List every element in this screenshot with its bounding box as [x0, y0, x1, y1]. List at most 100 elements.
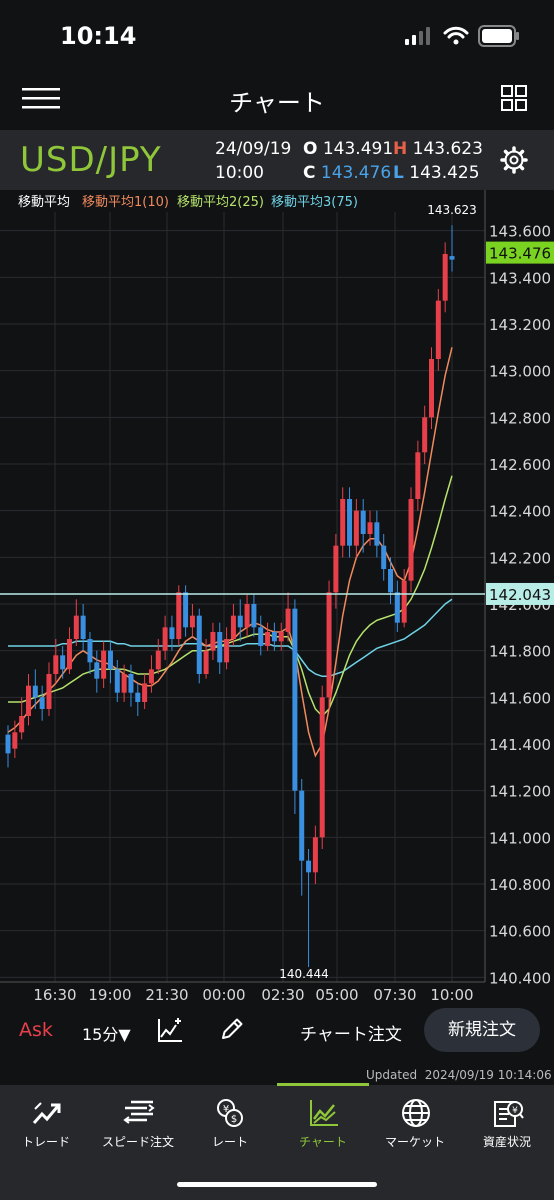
y-tick-label: 141.600	[489, 689, 551, 707]
candle-body	[442, 254, 448, 301]
grid-layout-icon[interactable]	[501, 85, 527, 111]
legend-ma3: 移動平均3(75)	[271, 195, 358, 210]
candle-body	[224, 639, 230, 663]
candle-body	[169, 627, 175, 639]
candle-body	[326, 592, 332, 698]
candle-body	[12, 732, 18, 749]
candle-body	[230, 615, 236, 639]
candle-body	[278, 632, 284, 642]
candle-body	[107, 650, 113, 670]
candle-body	[312, 837, 318, 873]
candle-body	[162, 627, 168, 651]
quote-bar: USD/JPY 24/09/19 10:00 O 143.491 H 143.6…	[0, 130, 554, 190]
nav-bar: チャート	[0, 75, 554, 130]
y-tick-label: 141.400	[489, 736, 551, 754]
y-tick-label: 143.000	[489, 363, 551, 381]
current-price-label: 143.476	[489, 245, 551, 263]
ask-toggle[interactable]: Ask	[19, 1019, 53, 1041]
candle-body	[265, 632, 271, 646]
battery-icon	[478, 25, 519, 47]
candle-body	[258, 627, 264, 646]
indicator-add-icon[interactable]	[156, 1016, 184, 1044]
y-tick-label: 140.800	[489, 876, 551, 894]
legend-ma2: 移動平均2(25)	[177, 195, 264, 210]
open-price: O 143.491	[303, 139, 394, 159]
candle-body	[53, 655, 59, 674]
candle-body	[319, 697, 325, 838]
svg-text:$: $	[231, 1114, 237, 1125]
candle-body	[408, 499, 414, 581]
crosshair-price-tag	[486, 582, 554, 605]
x-tick-label: 10:00	[430, 986, 473, 1004]
candle-body	[189, 615, 195, 628]
candle-body	[148, 669, 154, 684]
candle-body	[183, 592, 189, 628]
candle-body	[94, 662, 100, 679]
menu-icon[interactable]	[22, 87, 60, 111]
candle-body	[121, 674, 127, 693]
candle-body	[333, 545, 339, 593]
candle-body	[388, 569, 394, 593]
assets-icon: ¥	[494, 1101, 524, 1127]
x-tick-label: 21:30	[145, 986, 188, 1004]
max-price-label: 143.623	[427, 203, 477, 217]
y-tick-label: 142.800	[489, 409, 551, 427]
y-tick-label: 140.600	[489, 923, 551, 941]
close-price: C 143.476	[303, 163, 392, 183]
candle-body	[415, 452, 421, 499]
candlesticks	[5, 225, 455, 968]
legend-title: 移動平均	[18, 195, 70, 210]
currency-pair[interactable]: USD/JPY	[20, 140, 162, 180]
candle-body	[210, 632, 216, 651]
candle-body	[80, 615, 86, 639]
active-tab-indicator	[277, 1083, 369, 1086]
low-price: L 143.425	[393, 163, 480, 183]
draw-pencil-icon[interactable]	[219, 1016, 245, 1042]
y-tick-label: 143.400	[489, 269, 551, 287]
ma3-line	[8, 598, 453, 678]
crosshair-price-label: 142.043	[489, 586, 551, 604]
candle-body	[128, 674, 134, 693]
status-bar: 10:14	[0, 0, 554, 75]
candle-body	[360, 510, 366, 534]
candle-body	[340, 499, 346, 546]
candle-body	[87, 639, 93, 663]
x-axis: 16:30 19:00 21:30 00:00 02:30 05:00 07:30 10:00	[33, 986, 473, 1004]
candle-body	[435, 300, 441, 359]
page-title: チャート	[229, 89, 325, 117]
candle-body	[237, 615, 243, 628]
interval-select[interactable]: 15分▼	[82, 1025, 131, 1044]
candle-body	[32, 685, 38, 698]
candle-body	[353, 510, 359, 546]
min-price-label: 140.444	[279, 967, 329, 981]
new-order-button[interactable]: 新規注文	[424, 1008, 540, 1052]
price-chart[interactable]: 143.600 143.400 143.200 143.000 142.800 142.6…	[0, 190, 554, 1010]
candle-body	[244, 604, 250, 628]
svg-text:¥: ¥	[223, 1104, 229, 1115]
candle-body	[422, 417, 428, 453]
ma2-polyline	[8, 475, 453, 718]
y-tick-label: 143.600	[489, 223, 551, 241]
candle-body	[374, 522, 380, 546]
candle-body	[19, 716, 25, 733]
candle-body	[73, 615, 79, 639]
globe-icon	[402, 1099, 430, 1127]
quote-date: 24/09/19	[215, 139, 292, 159]
ma2-line	[8, 475, 453, 718]
x-tick-label: 07:30	[373, 986, 416, 1004]
y-tick-label: 141.000	[489, 829, 551, 847]
candle-body	[114, 669, 120, 693]
candle-body	[299, 790, 305, 861]
x-tick-label: 19:00	[88, 986, 131, 1004]
wifi-icon	[443, 26, 469, 45]
gear-icon[interactable]	[500, 146, 528, 174]
x-tick-label: 16:30	[33, 986, 76, 1004]
candle-body	[101, 650, 107, 679]
candle-body	[60, 655, 66, 670]
chart-order-button[interactable]: チャート注文	[300, 1025, 402, 1045]
candle-body	[429, 359, 435, 418]
y-tick-label: 141.800	[489, 643, 551, 661]
y-tick-label: 142.200	[489, 549, 551, 567]
trend-icon	[32, 1102, 61, 1124]
x-tick-label: 00:00	[202, 986, 245, 1004]
